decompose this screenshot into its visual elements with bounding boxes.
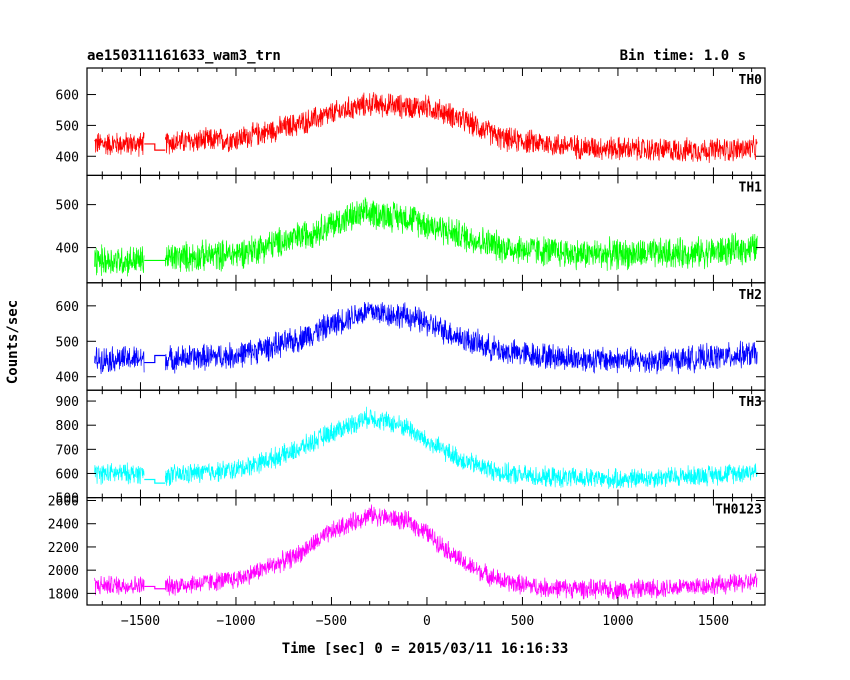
- panel-frame: [86, 282, 766, 391]
- y-tick-label: 500: [56, 119, 79, 134]
- panel-th0: 400 500 600 TH0: [56, 67, 766, 177]
- series-label-th3: TH3: [739, 395, 762, 410]
- y-tick-label: 800: [56, 419, 79, 434]
- y-tick-label: 400: [56, 242, 79, 257]
- y-tick-label: 700: [56, 443, 79, 458]
- gap-step-th2: [144, 354, 166, 364]
- y-tick-label: 500: [56, 492, 79, 507]
- series-line-th3: [94, 406, 758, 489]
- series-label-th2: TH2: [739, 288, 762, 303]
- y-tick-label: 600: [56, 300, 79, 315]
- panels: 400 500 600 TH0 400 500 TH1 400 500 600 TH2 500 600 7…: [48, 67, 766, 629]
- panel-th2: 400 500 600 TH2: [56, 282, 766, 391]
- y-tick-label: 1800: [48, 587, 79, 602]
- y-tick-label: 600: [56, 89, 79, 104]
- panel-th0123: 1800 2000 2200 2400 2600 TH0123: [48, 495, 766, 606]
- series-label-th1: TH1: [739, 180, 763, 195]
- series-line-th0123: [94, 504, 758, 600]
- gap-step-th0123: [144, 585, 166, 590]
- plot-title: ae150311161633_wam3_trn: [87, 48, 281, 64]
- y-tick-label: 2000: [48, 564, 79, 579]
- y-tick-label: 400: [56, 371, 79, 386]
- y-tick-label: 2400: [48, 518, 79, 533]
- x-tick-label: 1500: [698, 614, 729, 629]
- panel-th3: 500 600 700 800 900 TH3: [56, 389, 766, 507]
- bin-time-label: Bin time: 1.0 s: [620, 48, 746, 64]
- panel-frame: [86, 497, 766, 606]
- gap-step-th0: [144, 143, 166, 151]
- series-label-th0123: TH0123: [715, 503, 762, 518]
- series-line-th0: [94, 92, 758, 164]
- y-tick-label: 600: [56, 467, 79, 482]
- y-tick-label: 500: [56, 335, 79, 350]
- series-label-th0: TH0: [739, 73, 763, 88]
- x-tick-label: −1000: [216, 614, 255, 629]
- x-tick-label: −500: [316, 614, 347, 629]
- y-tick-label: 900: [56, 395, 79, 410]
- x-axis-title: Time [sec] 0 = 2015/03/11 16:16:33: [282, 641, 569, 657]
- x-tick-label: 500: [511, 614, 534, 629]
- series-line-th1: [94, 197, 758, 277]
- x-tick-label: 1000: [602, 614, 633, 629]
- panel-frame: [86, 67, 766, 177]
- series-line-th2: [94, 301, 758, 375]
- y-axis-title: Counts/sec: [5, 300, 21, 384]
- y-tick-label: 500: [56, 199, 79, 214]
- y-tick-label: 2600: [48, 495, 79, 510]
- panel-th1: 400 500 TH1: [56, 174, 766, 284]
- x-tick-label: 0: [423, 614, 431, 629]
- gap-step-th3: [144, 478, 166, 484]
- y-tick-label: 2200: [48, 541, 79, 556]
- y-tick-label: 400: [56, 150, 79, 165]
- x-tick-label: −1500: [121, 614, 160, 629]
